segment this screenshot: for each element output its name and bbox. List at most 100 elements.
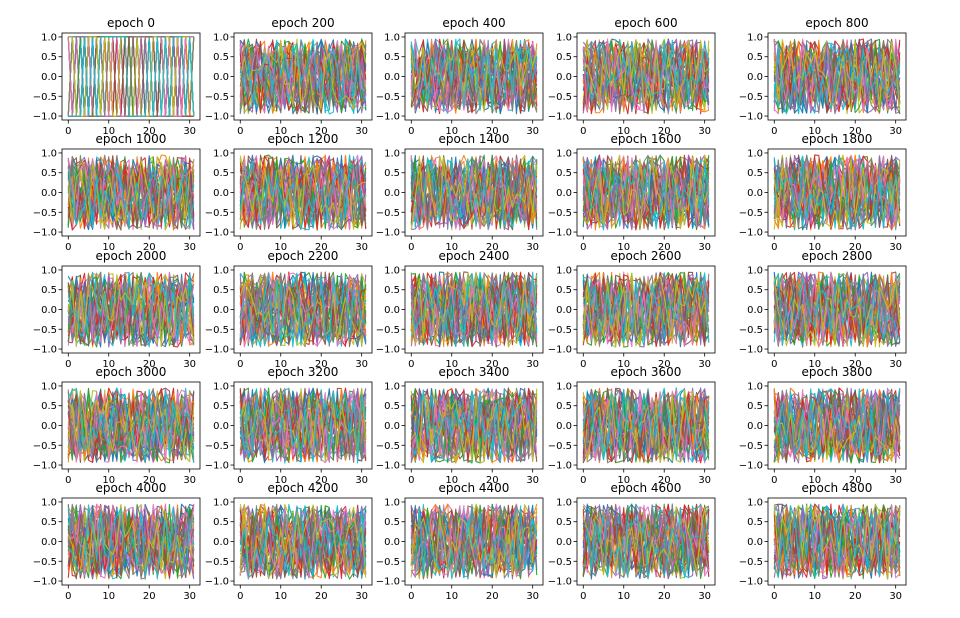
x-tick-label: 10 [102, 591, 115, 602]
series-line [239, 38, 367, 109]
series-line [773, 404, 901, 462]
x-tick-label: 0 [771, 242, 777, 253]
series-line [582, 389, 710, 463]
x-tick-label: 30 [183, 359, 196, 370]
y-tick-label: 1.0 [384, 497, 400, 508]
panel-title: epoch 4600 [611, 481, 682, 495]
series-line [68, 36, 195, 117]
series-line [582, 504, 710, 579]
series-line [411, 505, 538, 576]
series-line [582, 507, 710, 580]
x-tick-label: 10 [617, 126, 630, 137]
x-tick-label: 30 [698, 126, 711, 137]
y-tick-label: −1.0 [548, 461, 572, 472]
y-tick-label: 0.0 [41, 72, 57, 83]
y-tick-label: 0.0 [213, 537, 229, 548]
series-line [68, 503, 195, 579]
x-tick-label: 30 [355, 242, 368, 253]
series-line [67, 155, 194, 227]
x-tick-label: 30 [698, 359, 711, 370]
x-tick-label: 20 [849, 591, 862, 602]
y-tick-label: 0.5 [213, 285, 229, 296]
y-tick-label: −1.0 [376, 577, 400, 588]
series-group [239, 387, 367, 464]
series-line [67, 274, 195, 346]
series-group [410, 271, 538, 348]
series-line [410, 278, 538, 346]
series-line [67, 504, 195, 574]
x-tick-label: 20 [658, 475, 671, 486]
series-line [67, 504, 195, 577]
series-group [239, 38, 367, 115]
x-tick-label: 10 [617, 242, 630, 253]
y-tick-label: −1.0 [548, 577, 572, 588]
series-line [582, 505, 710, 580]
x-tick-label: 30 [698, 591, 711, 602]
panel-14: 0 10 20 30 1.0 0.5 0.0 −0.5 −1.0 epoch 2800 [739, 249, 907, 370]
x-tick-label: 30 [698, 242, 711, 253]
series-line [410, 512, 538, 579]
x-tick-label: 30 [183, 242, 196, 253]
panel-9: 0 10 20 30 1.0 0.5 0.0 −0.5 −1.0 epoch 1800 [739, 132, 907, 253]
y-tick-label: 0.5 [384, 52, 400, 63]
y-tick-label: 0.0 [384, 421, 400, 432]
x-tick-label: 20 [315, 242, 328, 253]
series-line [67, 390, 195, 463]
y-tick-label: −1.0 [548, 112, 572, 123]
panel-17: 0 10 20 30 1.0 0.5 0.0 −0.5 −1.0 epoch 3400 [376, 365, 544, 486]
x-tick-label: 0 [771, 591, 777, 602]
y-tick-label: 1.0 [747, 381, 763, 392]
y-tick-label: 1.0 [384, 381, 400, 392]
y-tick-label: 1.0 [556, 381, 572, 392]
y-tick-label: 1.0 [384, 265, 400, 276]
x-tick-label: 10 [445, 591, 458, 602]
series-line [410, 388, 538, 464]
x-tick-label: 10 [808, 359, 821, 370]
x-tick-label: 20 [143, 126, 156, 137]
y-tick-label: −1.0 [33, 228, 57, 239]
panel-0: 0 10 20 30 1.0 0.5 0.0 −0.5 −1.0 epoch 0 [33, 16, 201, 137]
x-tick-label: 0 [771, 126, 777, 137]
y-tick-label: 1.0 [556, 265, 572, 276]
y-tick-label: 0.5 [384, 401, 400, 412]
series-group [582, 387, 710, 464]
x-tick-label: 20 [849, 475, 862, 486]
y-tick-label: 1.0 [556, 148, 572, 159]
series-line [773, 155, 901, 229]
panel-22: 0 10 20 30 1.0 0.5 0.0 −0.5 −1.0 epoch 4400 [376, 481, 544, 602]
series-line [582, 506, 710, 576]
series-line [773, 387, 901, 461]
x-tick-label: 0 [65, 242, 71, 253]
series-line [582, 161, 710, 229]
y-tick-label: −1.0 [376, 461, 400, 472]
y-tick-label: −1.0 [739, 345, 763, 356]
y-tick-label: 0.0 [747, 421, 763, 432]
panel-18: 0 10 20 30 1.0 0.5 0.0 −0.5 −1.0 epoch 3600 [548, 365, 716, 486]
panel-21: 0 10 20 30 1.0 0.5 0.0 −0.5 −1.0 epoch 4200 [205, 481, 373, 602]
y-tick-label: 0.0 [747, 188, 763, 199]
series-line [773, 503, 901, 578]
y-tick-label: −0.5 [205, 325, 229, 336]
series-line [239, 506, 367, 579]
x-tick-label: 0 [408, 591, 414, 602]
series-line [410, 157, 538, 229]
y-tick-label: 1.0 [747, 148, 763, 159]
series-line [239, 505, 367, 579]
series-line [582, 389, 710, 464]
x-tick-label: 10 [102, 242, 115, 253]
x-tick-label: 30 [889, 126, 902, 137]
series-group [410, 38, 538, 115]
y-tick-label: −0.5 [739, 92, 763, 103]
panel-11: 0 10 20 30 1.0 0.5 0.0 −0.5 −1.0 epoch 2200 [205, 249, 373, 370]
panel-12: 0 10 20 30 1.0 0.5 0.0 −0.5 −1.0 epoch 2400 [376, 249, 544, 370]
panel-1: 0 10 20 30 1.0 0.5 0.0 −0.5 −1.0 epoch 200 [205, 16, 373, 137]
panel-title: epoch 4400 [439, 481, 510, 495]
y-tick-label: −0.5 [739, 557, 763, 568]
y-tick-label: 0.5 [747, 285, 763, 296]
series-line [410, 47, 538, 111]
panel-title: epoch 4800 [802, 481, 873, 495]
panel-7: 0 10 20 30 1.0 0.5 0.0 −0.5 −1.0 epoch 1400 [376, 132, 544, 253]
panel-title: epoch 800 [805, 16, 868, 30]
series-line [410, 43, 538, 113]
